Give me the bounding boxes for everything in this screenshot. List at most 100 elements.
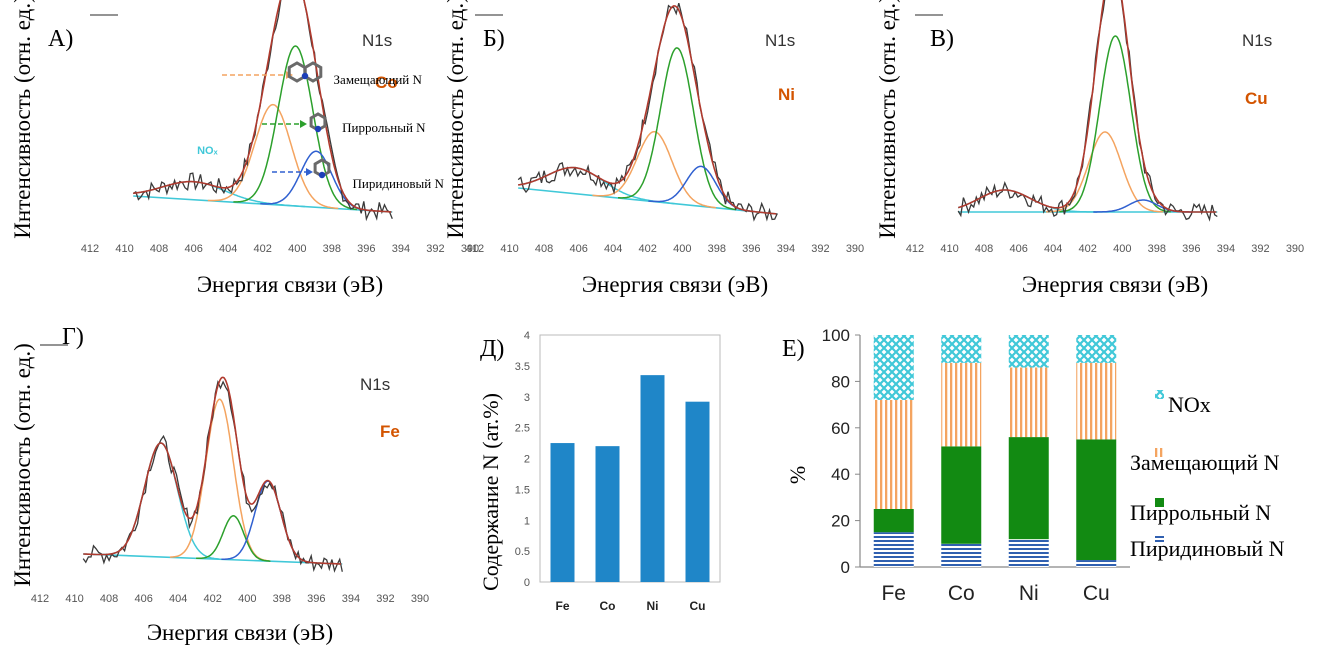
y-tick-label: 1.5 bbox=[515, 484, 530, 496]
x-tick-label: Co bbox=[948, 582, 975, 605]
y-tick-label: 0 bbox=[524, 577, 530, 589]
raw-spectrum bbox=[132, 0, 393, 222]
x-tick-label: 390 bbox=[411, 593, 429, 605]
y-tick-label: 80 bbox=[831, 372, 850, 391]
x-tick-label: 402 bbox=[204, 593, 222, 605]
xps-panel-fe: 412 410 408 406 404 402 400 398 396 394 392 390 Г) N1… bbox=[10, 324, 429, 645]
x-tick-label: 404 bbox=[1044, 243, 1062, 255]
peak-substitutional bbox=[207, 103, 339, 210]
annotation-label: Пиррольный N bbox=[342, 120, 426, 135]
x-tick-label: 410 bbox=[940, 243, 958, 255]
legend-label: NOx bbox=[1168, 392, 1211, 417]
background-line bbox=[83, 553, 343, 565]
segment-substitutional-cu bbox=[1076, 362, 1117, 440]
arrow-head-icon bbox=[306, 168, 313, 176]
x-tick-label: 390 bbox=[846, 243, 864, 255]
fit-envelope bbox=[133, 0, 392, 213]
x-tick-label: 412 bbox=[906, 243, 924, 255]
panel-label: Г) bbox=[62, 324, 84, 350]
segment-nox-co bbox=[941, 335, 982, 363]
xps-panel-ni: 412 410 408 406 404 402 400 398 396 394 392 390 Б) N1… bbox=[443, 0, 864, 297]
legend-item-nox: NOx bbox=[1155, 390, 1211, 417]
segment-pyridinic-co bbox=[941, 543, 982, 567]
metal-label: Fe bbox=[380, 422, 400, 441]
panel-label: Д) bbox=[480, 336, 504, 362]
x-tick-label: 406 bbox=[1009, 243, 1027, 255]
x-tick-label: Fe bbox=[881, 582, 906, 605]
bar-cu bbox=[685, 401, 710, 582]
x-tick-label: 410 bbox=[500, 243, 518, 255]
y-tick-label: 2 bbox=[524, 454, 530, 466]
legend-item-pyridinic: Пиридиновый N bbox=[1130, 534, 1285, 561]
legend-swatch bbox=[1155, 498, 1164, 507]
peak-pyridinic bbox=[221, 480, 314, 564]
x-tick-label: 408 bbox=[975, 243, 993, 255]
segment-pyrrolic-ni bbox=[1008, 437, 1049, 540]
segment-nox-ni bbox=[1008, 335, 1049, 368]
x-tick-label: 394 bbox=[1217, 243, 1235, 255]
segment-pyrrolic-co bbox=[941, 446, 982, 544]
x-tick-label: 398 bbox=[273, 593, 291, 605]
x-tick-label: 406 bbox=[134, 593, 152, 605]
x-tick-label: 400 bbox=[288, 243, 306, 255]
segment-nox-fe bbox=[873, 335, 914, 400]
segment-pyridinic-fe bbox=[873, 532, 914, 567]
fit-envelope bbox=[958, 0, 1217, 213]
spectrum-label: N1s bbox=[362, 31, 392, 50]
segment-substitutional-co bbox=[941, 362, 982, 447]
plot-frame bbox=[539, 334, 721, 583]
x-tick-label: 402 bbox=[639, 243, 657, 255]
y-axis-label: Интенсивность (отн. ед.) bbox=[10, 0, 35, 239]
legend-label: Пиридиновый N bbox=[1130, 536, 1285, 561]
legend-label: Замещающий N bbox=[1130, 450, 1280, 475]
panel-label: А) bbox=[48, 26, 73, 52]
segment-pyrrolic-cu bbox=[1076, 439, 1117, 561]
x-tick-label: 398 bbox=[1148, 243, 1166, 255]
x-tick-label: 392 bbox=[426, 243, 444, 255]
xps-panel-co: 412 410 408 406 404 402 400 398 396 394 392 390 А) N1… bbox=[10, 0, 479, 297]
x-tick-label: 392 bbox=[376, 593, 394, 605]
y-tick-label: 40 bbox=[831, 465, 850, 484]
peak-nox bbox=[133, 180, 306, 208]
raw-spectrum bbox=[957, 0, 1218, 222]
x-tick-label: 392 bbox=[811, 243, 829, 255]
x-tick-label: 400 bbox=[673, 243, 691, 255]
x-tick-label: 410 bbox=[115, 243, 133, 255]
legend-label: Пиррольный N bbox=[1130, 500, 1271, 525]
x-axis-label: Энергия связи (эВ) bbox=[197, 272, 383, 297]
nitrogen-molecule-icon bbox=[309, 112, 327, 133]
legend-swatch bbox=[1155, 534, 1164, 543]
segment-pyridinic-cu bbox=[1076, 560, 1117, 567]
x-tick-label: Co bbox=[600, 599, 616, 613]
y-axis-label: Интенсивность (отн. ед.) bbox=[10, 343, 35, 586]
y-axis-label: Содержание N (ат.%) bbox=[478, 393, 503, 591]
legend-item-pyrrolic: Пиррольный N bbox=[1130, 498, 1271, 525]
x-tick-label: 394 bbox=[777, 243, 795, 255]
y-tick-label: 1 bbox=[524, 515, 530, 527]
x-tick-label: 398 bbox=[323, 243, 341, 255]
bar-co bbox=[595, 446, 620, 582]
x-tick-label: 394 bbox=[342, 593, 360, 605]
x-tick-label: 404 bbox=[219, 243, 237, 255]
x-tick-label: Fe bbox=[555, 599, 569, 613]
y-tick-label: 2.5 bbox=[515, 423, 530, 435]
x-tick-label: 400 bbox=[238, 593, 256, 605]
segment-pyridinic-ni bbox=[1008, 539, 1049, 567]
x-tick-label: Cu bbox=[690, 599, 706, 613]
xps-panel-cu: 412 410 408 406 404 402 400 398 396 394 392 390 В) N1… bbox=[875, 0, 1304, 297]
x-tick-label: 412 bbox=[466, 243, 484, 255]
fit-envelope bbox=[83, 376, 342, 565]
segment-nox-cu bbox=[1076, 335, 1117, 363]
peak-pyrrolic bbox=[196, 515, 271, 562]
nitrogen-molecule-icon bbox=[287, 61, 323, 83]
annotation-label: NOₓ bbox=[197, 145, 219, 157]
x-axis-label: Энергия связи (эВ) bbox=[582, 272, 768, 297]
x-tick-label: 408 bbox=[100, 593, 118, 605]
x-tick-label: 404 bbox=[604, 243, 622, 255]
x-axis-label: Энергия связи (эВ) bbox=[147, 620, 333, 645]
spectrum-label: N1s bbox=[1242, 31, 1272, 50]
peak-pyrrolic bbox=[618, 47, 736, 211]
legend-swatch bbox=[1155, 448, 1164, 457]
panel-label: Е) bbox=[782, 336, 805, 362]
